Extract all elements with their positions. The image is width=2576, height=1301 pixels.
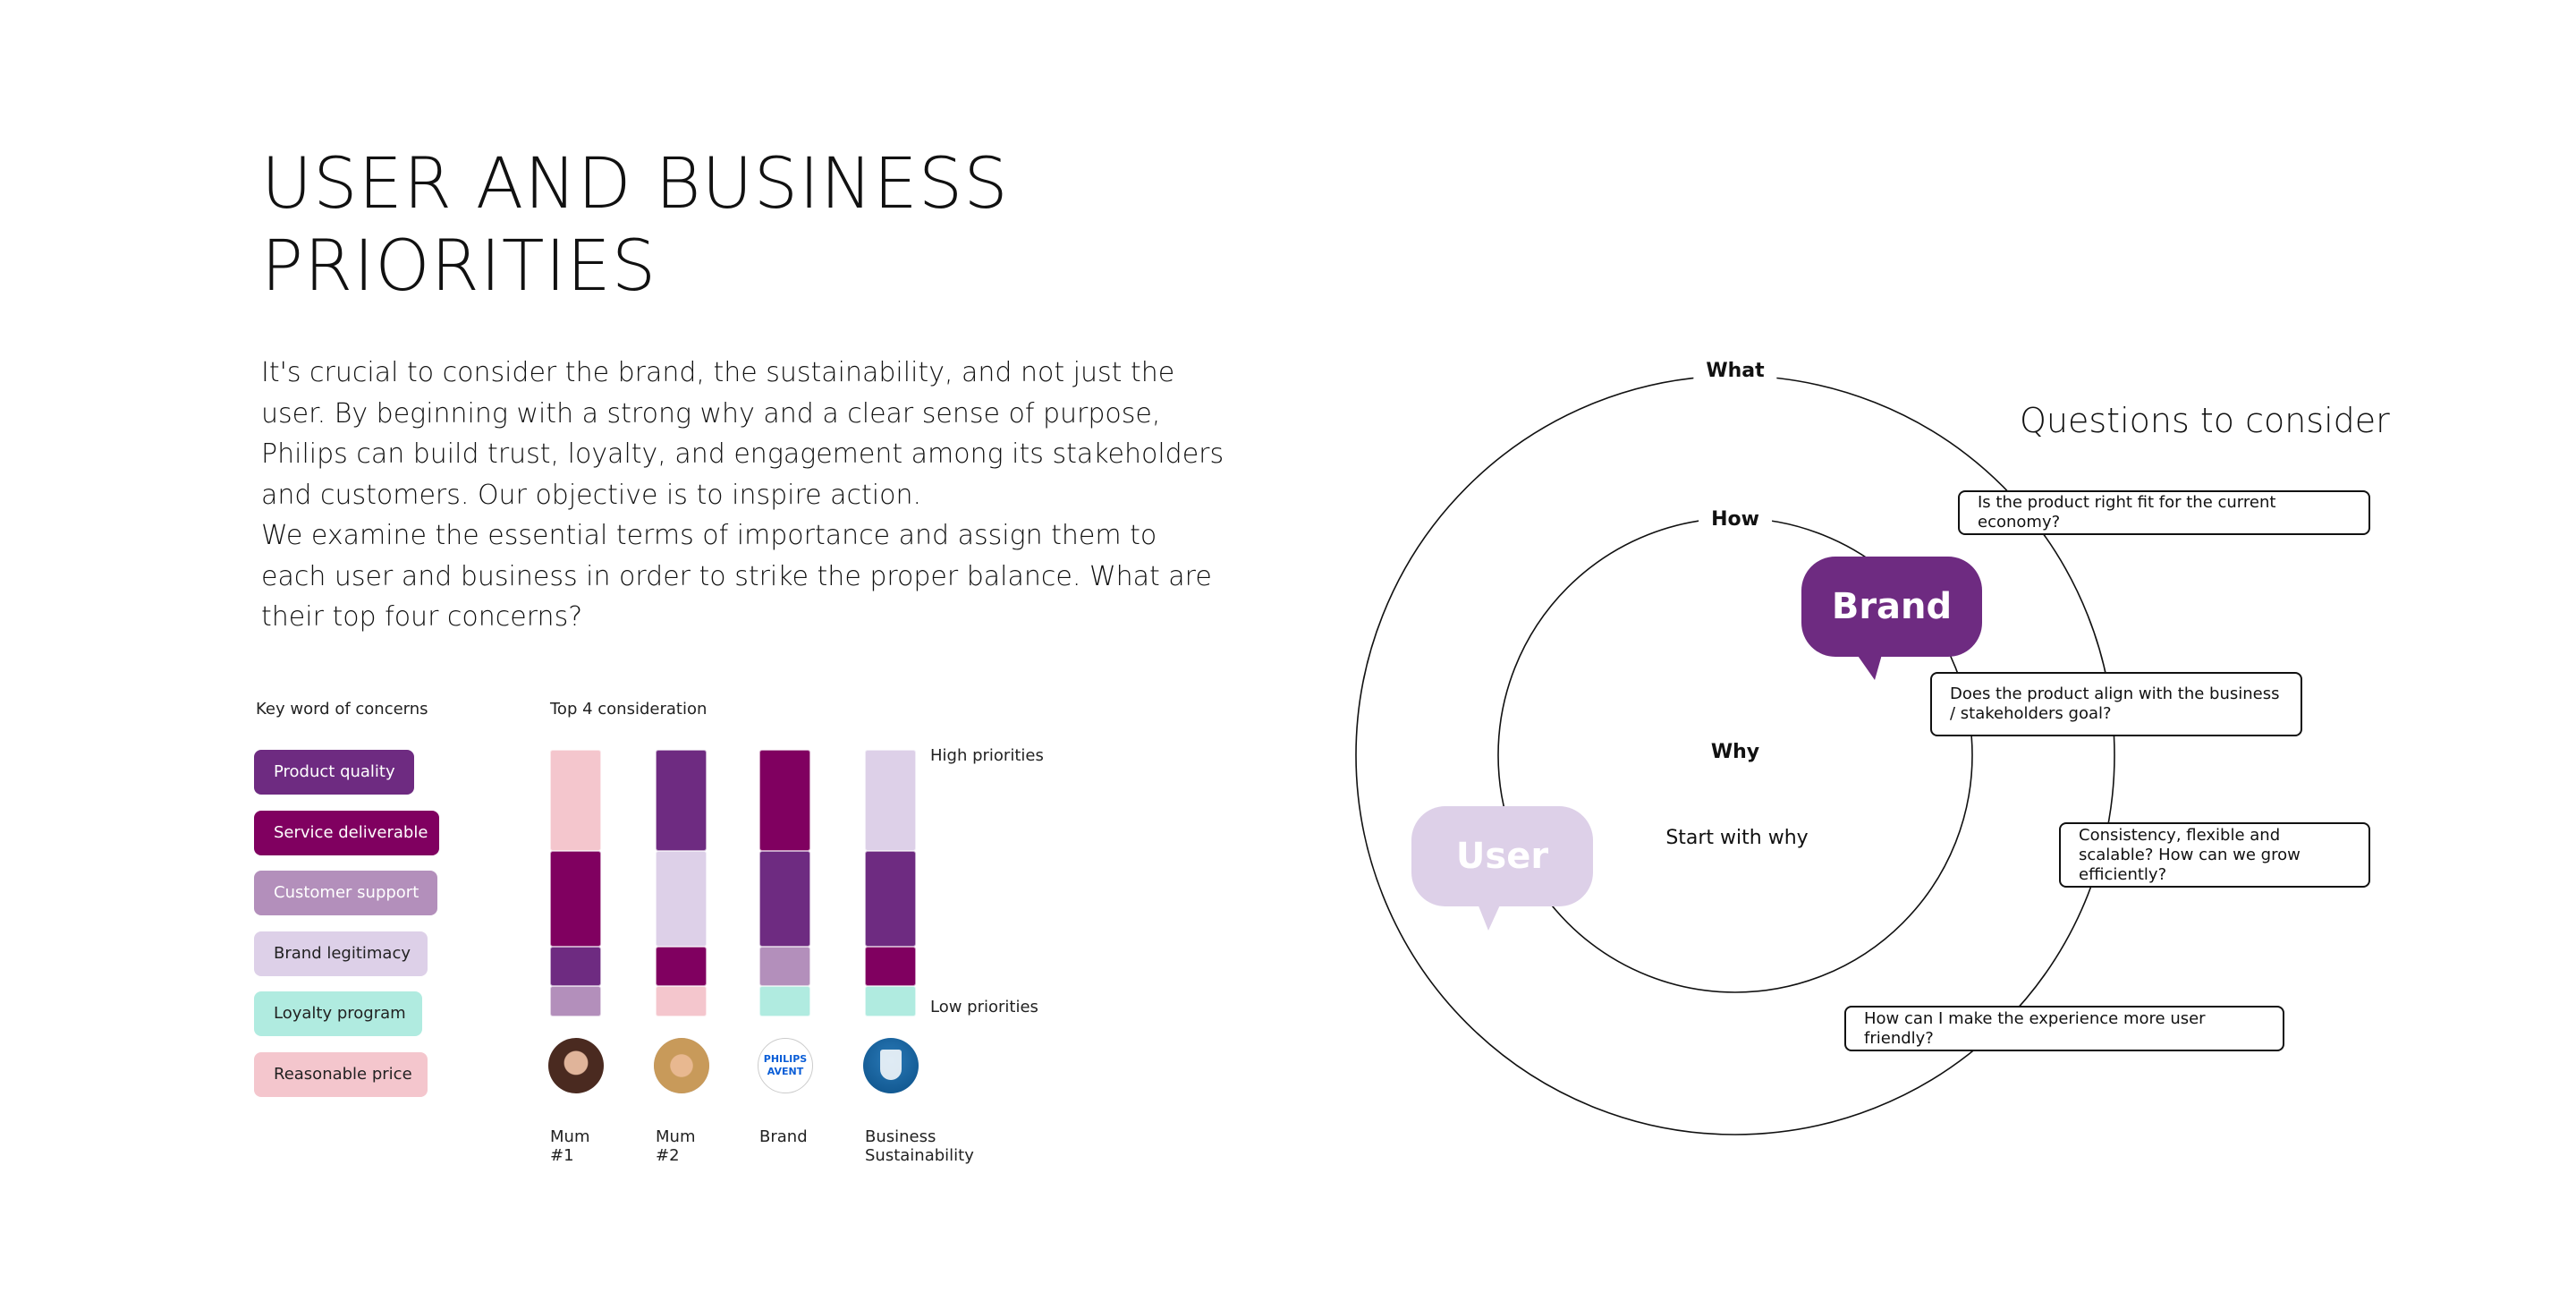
- column-label: Mum #2: [656, 1127, 695, 1165]
- bar-segment-rank-4: [550, 986, 601, 1016]
- user-bubble: User: [1411, 806, 1593, 906]
- bar-segment-rank-1: [656, 750, 707, 851]
- column-label-line-1: Business: [865, 1127, 936, 1146]
- column-label-line-2: #2: [656, 1146, 680, 1165]
- column-label: Brand: [759, 1127, 808, 1146]
- keyword-pill: Loyalty program: [254, 991, 422, 1036]
- brand-bubble-tail: [1856, 651, 1883, 680]
- column-label-line-2: Sustainability: [865, 1146, 974, 1165]
- mum-2-avatar: [654, 1038, 709, 1093]
- column-label-line-2: #1: [550, 1146, 574, 1165]
- why-label: Why: [1710, 741, 1760, 763]
- mum-1-avatar: [548, 1038, 604, 1093]
- column-label-line-1: Brand: [759, 1127, 808, 1146]
- bar-segment-rank-1: [759, 750, 810, 851]
- bar-segment-rank-3: [656, 947, 707, 986]
- bar-segment-rank-3: [759, 947, 810, 986]
- bar-segment-rank-4: [865, 986, 916, 1016]
- column-label: Mum #1: [550, 1127, 589, 1165]
- avent-wordmark: AVENT: [767, 1066, 804, 1077]
- keywords-heading: Key word of concerns: [256, 700, 428, 719]
- bar-segment-rank-2: [759, 851, 810, 947]
- start-with-why-label: Start with why: [1665, 827, 1809, 849]
- bar-segment-rank-2: [550, 851, 601, 947]
- questions-heading: Questions to consider: [2020, 401, 2390, 440]
- keyword-pill: Service deliverable: [254, 810, 439, 855]
- bar-segment-rank-2: [656, 851, 707, 947]
- user-bubble-tail: [1476, 899, 1503, 931]
- bar-segment-rank-2: [865, 851, 916, 947]
- keyword-pill: Reasonable price: [254, 1051, 428, 1097]
- bar-segment-rank-3: [865, 947, 916, 986]
- high-priorities-label: High priorities: [930, 746, 1044, 765]
- shield-icon: [880, 1050, 902, 1080]
- intro-paragraph: It's crucial to consider the brand, the …: [261, 357, 1224, 633]
- question-box: Consistency, flexible and scalable? How …: [2059, 822, 2370, 888]
- bar-segment-rank-4: [759, 986, 810, 1016]
- low-priorities-label: Low priorities: [930, 998, 1038, 1016]
- question-box: Is the product right fit for the current…: [1958, 490, 2370, 535]
- what-label: What: [1693, 360, 1777, 382]
- keyword-pill: Brand legitimacy: [254, 931, 428, 976]
- column-label-line-1: Mum: [550, 1127, 590, 1146]
- page-title: USER AND BUSINESS PRIORITIES: [261, 143, 1335, 308]
- philips-avent-logo: PHILIPS AVENT: [758, 1038, 813, 1093]
- column-label: Business Sustainability: [865, 1127, 974, 1165]
- chart-title: Top 4 consideration: [550, 700, 708, 719]
- philips-wordmark: PHILIPS: [763, 1053, 808, 1065]
- keyword-pill: Customer support: [254, 871, 437, 915]
- bar-segment-rank-1: [865, 750, 916, 851]
- title-line-2: PRIORITIES: [261, 226, 657, 307]
- question-box: Does the product align with the business…: [1930, 672, 2302, 736]
- bar-segment-rank-1: [550, 750, 601, 851]
- bar-segment-rank-3: [550, 947, 601, 986]
- column-label-line-1: Mum: [656, 1127, 696, 1146]
- title-line-1: USER AND BUSINESS: [261, 144, 1009, 225]
- philips-shield-logo: [863, 1038, 919, 1093]
- question-box: How can I make the experience more user …: [1844, 1006, 2284, 1051]
- keyword-pill: Product quality: [254, 750, 414, 795]
- how-label: How: [1699, 508, 1772, 531]
- brand-bubble: Brand: [1801, 557, 1982, 657]
- bar-segment-rank-4: [656, 986, 707, 1016]
